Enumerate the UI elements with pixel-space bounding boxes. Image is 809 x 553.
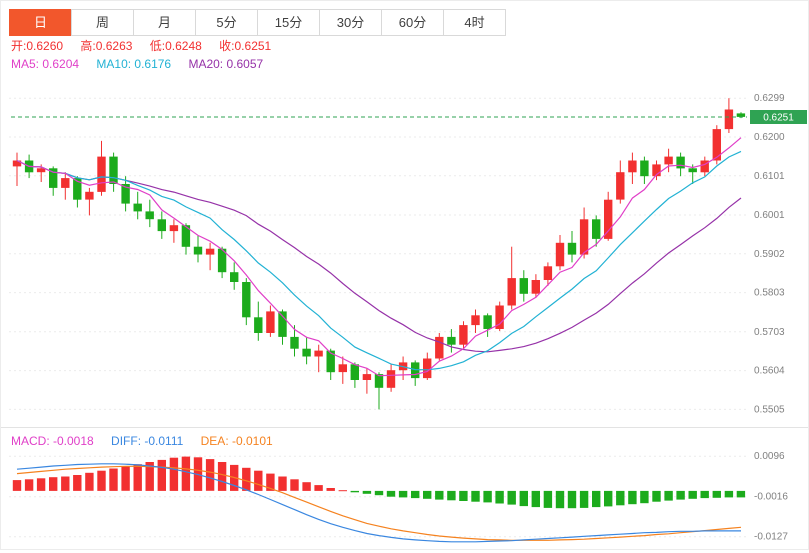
macd-histogram bbox=[12, 456, 746, 509]
tab-60min[interactable]: 60分 bbox=[381, 9, 444, 36]
svg-text:0.6001: 0.6001 bbox=[754, 210, 785, 221]
timeframe-tabbar: 日 周 月 5分 15分 30分 60分 4时 bbox=[1, 1, 808, 36]
macd-chart[interactable]: 0.0096 -0.0016 -0.0127 bbox=[1, 449, 809, 553]
high-value: 高:0.6263 bbox=[80, 39, 133, 53]
svg-text:0.0096: 0.0096 bbox=[754, 451, 785, 462]
svg-text:0.5902: 0.5902 bbox=[754, 249, 785, 260]
svg-text:0.5803: 0.5803 bbox=[754, 288, 785, 299]
svg-text:0.6200: 0.6200 bbox=[754, 132, 785, 143]
ma5-line bbox=[16, 137, 742, 377]
svg-text:0.5604: 0.5604 bbox=[754, 366, 785, 377]
ohlc-bar: 开:0.6260 高:0.6263 低:0.6248 收:0.6251 bbox=[1, 36, 808, 54]
svg-text:-0.0127: -0.0127 bbox=[754, 532, 788, 543]
price-gridlines bbox=[9, 97, 747, 410]
low-value: 低:0.6248 bbox=[149, 39, 202, 53]
dea-value: DEA: -0.0101 bbox=[200, 434, 273, 448]
candlestick-chart[interactable]: 0.6299 0.6200 0.6101 0.6001 0.5902 0.5803 0.57… bbox=[1, 72, 809, 424]
ma-bar: MA5: 0.6204 MA10: 0.6176 MA20: 0.6057 bbox=[1, 54, 808, 72]
ma20-line bbox=[16, 159, 742, 353]
current-price-tag bbox=[750, 110, 807, 124]
macd-bar: MACD: -0.0018 DIFF: -0.0111 DEA: -0.0101 bbox=[1, 427, 808, 449]
tab-4hour[interactable]: 4时 bbox=[443, 9, 506, 36]
close-value: 收:0.6251 bbox=[219, 39, 272, 53]
tab-30min[interactable]: 30分 bbox=[319, 9, 382, 36]
dea-line bbox=[16, 465, 742, 541]
ma10-line bbox=[16, 150, 742, 371]
ma5-value: MA5: 0.6204 bbox=[11, 57, 80, 71]
price-axis-labels: 0.6299 0.6200 0.6101 0.6001 0.5902 0.5803 0.57… bbox=[754, 93, 785, 415]
tab-15min[interactable]: 15分 bbox=[257, 9, 320, 36]
ma10-value: MA10: 0.6176 bbox=[96, 57, 172, 71]
diff-value: DIFF: -0.0111 bbox=[111, 434, 184, 448]
tab-day[interactable]: 日 bbox=[9, 9, 72, 36]
svg-text:0.6299: 0.6299 bbox=[754, 93, 785, 104]
svg-text:0.5505: 0.5505 bbox=[754, 404, 785, 415]
svg-text:-0.0016: -0.0016 bbox=[754, 492, 788, 503]
macd-axis-labels: 0.0096 -0.0016 -0.0127 bbox=[754, 451, 788, 543]
ma20-value: MA20: 0.6057 bbox=[188, 57, 264, 71]
tab-5min[interactable]: 5分 bbox=[195, 9, 258, 36]
macd-value: MACD: -0.0018 bbox=[11, 434, 94, 448]
tab-month[interactable]: 月 bbox=[133, 9, 196, 36]
current-price-tag-text: 0.6251 bbox=[763, 113, 794, 124]
open-value: 开:0.6260 bbox=[11, 39, 64, 53]
tab-week[interactable]: 周 bbox=[71, 9, 134, 36]
svg-text:0.6101: 0.6101 bbox=[754, 171, 785, 182]
svg-text:0.5703: 0.5703 bbox=[754, 327, 785, 338]
diff-line bbox=[16, 463, 741, 543]
